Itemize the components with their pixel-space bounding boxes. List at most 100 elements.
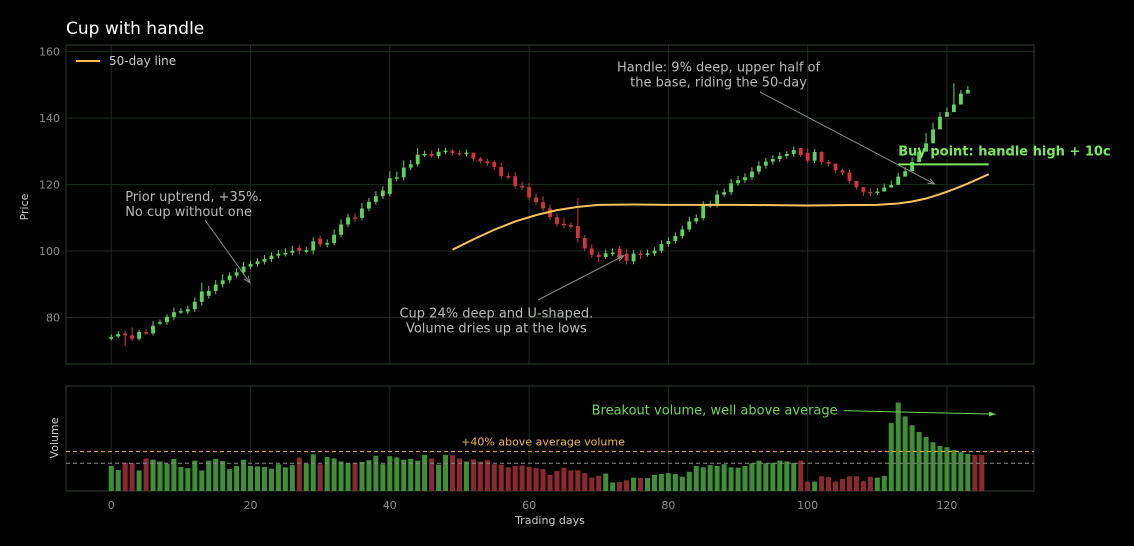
candle-body: [297, 247, 302, 251]
volume-bar: [185, 468, 191, 491]
volume-bar: [582, 473, 588, 491]
candle-body: [875, 191, 880, 194]
volume-bar: [756, 460, 762, 491]
volume-bar: [805, 481, 811, 491]
volume-bar: [408, 458, 414, 491]
volume-bar: [338, 461, 344, 491]
candle-body: [332, 234, 337, 244]
candle-body: [408, 164, 413, 168]
legend: 50-day line: [76, 54, 176, 68]
threshold-label: +40% above average volume: [461, 436, 625, 449]
candle-body: [777, 155, 782, 159]
candle-body: [527, 187, 532, 198]
candle-body: [367, 201, 371, 209]
volume-bar: [484, 460, 490, 491]
volume-bar: [359, 461, 365, 491]
candle-body: [938, 116, 942, 130]
price-axis-label: Price: [18, 193, 31, 220]
volume-bar: [540, 469, 546, 491]
candle-body: [610, 252, 615, 255]
volume-bar: [213, 458, 219, 491]
candle-body: [534, 197, 538, 203]
candle-body: [429, 153, 434, 156]
candle-body: [457, 152, 462, 155]
volume-bar: [972, 454, 978, 491]
candle-body: [471, 152, 476, 159]
candle-body: [812, 151, 817, 161]
volume-bar: [422, 454, 428, 491]
x-axis-label: Trading days: [514, 514, 585, 527]
volume-bar: [498, 464, 504, 491]
volume-bar: [394, 457, 400, 491]
candle-body: [353, 217, 357, 219]
volume-bar: [617, 482, 623, 491]
volume-bar: [171, 458, 177, 491]
x-tick-label: 80: [661, 499, 675, 512]
candle-body: [555, 217, 559, 224]
volume-bar: [631, 477, 637, 491]
candle-body: [701, 205, 706, 219]
annotation-line-2: the base, riding the 50-day: [630, 76, 807, 91]
volume-bar: [547, 474, 553, 491]
candle-body: [436, 151, 441, 156]
candle-body: [380, 190, 385, 197]
volume-bar: [324, 457, 330, 491]
volume-bar: [241, 459, 247, 491]
candle-body: [387, 178, 392, 194]
candle-body: [805, 152, 810, 161]
volume-bar: [554, 470, 560, 491]
volume-bar: [819, 476, 825, 491]
candle-body: [575, 226, 580, 239]
price-tick-label: 100: [39, 245, 60, 258]
volume-bar: [206, 460, 212, 491]
candle-body: [889, 184, 894, 188]
candle-body: [346, 217, 350, 225]
candle-body: [917, 151, 922, 162]
volume-bar: [902, 416, 908, 491]
annotation-line-1: Cup 24% deep and U-shaped.: [399, 306, 593, 321]
candle-body: [234, 272, 239, 276]
volume-bar: [401, 459, 407, 491]
volume-bar: [456, 458, 462, 491]
x-tick-label: 120: [936, 499, 957, 512]
x-tick-label: 40: [383, 499, 397, 512]
volume-bar: [965, 453, 971, 491]
candle-body: [339, 224, 343, 235]
volume-bar: [923, 436, 929, 491]
volume-bar: [833, 481, 839, 491]
volume-bar: [533, 468, 539, 491]
candle-body: [896, 176, 901, 185]
annotation-line-1: Prior uptrend, +35%.: [125, 190, 262, 205]
volume-bar: [150, 459, 156, 491]
candle-body: [172, 312, 176, 317]
price-tick-label: 140: [39, 112, 60, 125]
candle-body: [290, 250, 295, 253]
annotation-arrow: [204, 219, 251, 283]
volume-bar: [505, 467, 511, 491]
candle-body: [520, 185, 525, 188]
candle-body: [763, 161, 768, 166]
candle-body: [617, 248, 622, 258]
volume-bar: [443, 454, 449, 491]
volume-bar: [157, 461, 163, 491]
candle-body: [722, 192, 727, 195]
candle-body: [589, 248, 594, 255]
volume-bar: [721, 464, 727, 491]
volume-bar: [261, 466, 267, 491]
candle-body: [958, 93, 963, 105]
candle-body: [269, 255, 274, 259]
volume-bar: [700, 467, 706, 491]
candle-body: [116, 334, 121, 337]
candle-body: [199, 291, 204, 302]
candle-body: [464, 152, 469, 155]
candle-body: [562, 223, 566, 226]
ma-50-day-line: [452, 173, 990, 251]
volume-bar: [658, 474, 664, 491]
volume-bar: [310, 454, 316, 491]
volume-bar: [449, 455, 456, 491]
candle-body: [833, 163, 838, 171]
volume-bar: [380, 464, 386, 491]
candle-body: [882, 187, 887, 192]
volume-bar: [255, 466, 261, 491]
candle-body: [227, 275, 232, 281]
